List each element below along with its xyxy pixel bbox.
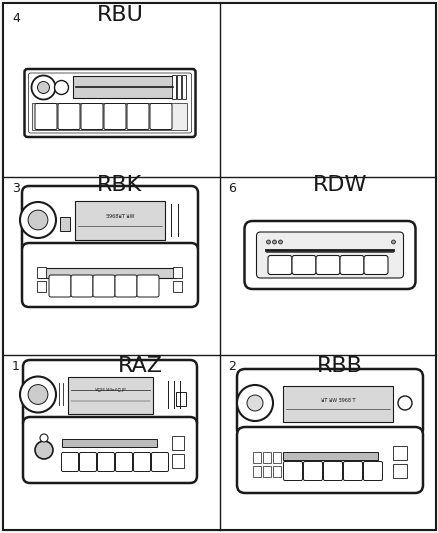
FancyBboxPatch shape <box>150 103 172 130</box>
FancyBboxPatch shape <box>127 103 148 130</box>
FancyBboxPatch shape <box>323 462 342 481</box>
Text: 1: 1 <box>12 360 20 373</box>
Bar <box>182 75 186 99</box>
FancyBboxPatch shape <box>151 453 168 472</box>
Ellipse shape <box>278 240 282 244</box>
Ellipse shape <box>20 376 56 413</box>
FancyBboxPatch shape <box>244 221 414 289</box>
Text: ꓤᗺIƎ ꓤƎᴎ∩Ꟗ JP: ꓤᗺIƎ ꓤƎᴎ∩Ꟗ JP <box>95 388 126 392</box>
FancyBboxPatch shape <box>237 427 422 493</box>
FancyBboxPatch shape <box>49 275 71 297</box>
Ellipse shape <box>28 210 48 230</box>
FancyBboxPatch shape <box>237 369 422 437</box>
Bar <box>252 452 261 463</box>
Bar <box>272 452 280 463</box>
Text: 3: 3 <box>12 182 20 195</box>
Text: RAZ: RAZ <box>117 356 162 376</box>
Bar <box>283 452 377 460</box>
Ellipse shape <box>28 385 48 405</box>
Text: RDW: RDW <box>312 175 367 195</box>
FancyBboxPatch shape <box>267 255 291 274</box>
Bar <box>392 446 406 460</box>
Bar <box>62 439 157 447</box>
Text: 6: 6 <box>227 182 235 195</box>
Bar <box>75 201 165 240</box>
Ellipse shape <box>266 240 270 244</box>
FancyBboxPatch shape <box>363 255 387 274</box>
Bar <box>262 466 270 477</box>
Bar <box>60 217 70 231</box>
Text: ꓤꓔ ꓤW Ǝ968 ꓔ: ꓤꓔ ꓤW Ǝ968 ꓔ <box>320 398 354 403</box>
Bar <box>252 466 261 477</box>
FancyBboxPatch shape <box>79 453 96 472</box>
Bar <box>172 75 176 99</box>
Ellipse shape <box>391 240 395 244</box>
Bar <box>32 103 187 130</box>
FancyBboxPatch shape <box>97 453 114 472</box>
Bar <box>73 76 176 98</box>
Bar <box>262 452 270 463</box>
FancyBboxPatch shape <box>71 275 93 297</box>
Text: RBB: RBB <box>316 356 362 376</box>
Bar <box>392 464 406 478</box>
Text: 4: 4 <box>12 12 20 25</box>
Text: RBU: RBU <box>96 5 143 25</box>
FancyBboxPatch shape <box>339 255 363 274</box>
FancyBboxPatch shape <box>137 275 159 297</box>
Bar <box>68 377 153 414</box>
FancyBboxPatch shape <box>343 462 362 481</box>
FancyBboxPatch shape <box>22 186 198 254</box>
FancyBboxPatch shape <box>22 243 198 307</box>
Bar <box>172 454 184 468</box>
Bar <box>173 281 182 292</box>
FancyBboxPatch shape <box>104 103 126 130</box>
FancyBboxPatch shape <box>256 232 403 278</box>
Ellipse shape <box>37 82 49 93</box>
FancyBboxPatch shape <box>303 462 322 481</box>
FancyBboxPatch shape <box>23 360 197 429</box>
Bar <box>37 267 46 278</box>
FancyBboxPatch shape <box>81 103 103 130</box>
Ellipse shape <box>272 240 276 244</box>
FancyBboxPatch shape <box>315 255 339 274</box>
Ellipse shape <box>247 395 262 411</box>
Text: RBK: RBK <box>97 175 142 195</box>
Bar <box>177 75 181 99</box>
FancyBboxPatch shape <box>115 453 132 472</box>
Ellipse shape <box>54 80 68 94</box>
FancyBboxPatch shape <box>58 103 80 130</box>
FancyBboxPatch shape <box>93 275 115 297</box>
FancyBboxPatch shape <box>35 103 57 130</box>
FancyBboxPatch shape <box>363 462 381 481</box>
Ellipse shape <box>35 441 53 459</box>
FancyBboxPatch shape <box>133 453 150 472</box>
FancyBboxPatch shape <box>291 255 315 274</box>
FancyBboxPatch shape <box>25 69 195 137</box>
Ellipse shape <box>40 434 48 442</box>
Bar <box>272 466 280 477</box>
Ellipse shape <box>397 396 411 410</box>
FancyBboxPatch shape <box>61 453 78 472</box>
Bar <box>39 268 176 278</box>
Text: Ǝ968ꓤꓔ ꓤW: Ǝ968ꓤꓔ ꓤW <box>106 214 134 219</box>
FancyBboxPatch shape <box>115 275 137 297</box>
Bar <box>173 267 182 278</box>
Text: 2: 2 <box>227 360 235 373</box>
Ellipse shape <box>32 76 55 100</box>
Bar <box>37 281 46 292</box>
Bar <box>176 392 186 406</box>
FancyBboxPatch shape <box>23 417 197 483</box>
Ellipse shape <box>20 202 56 238</box>
Bar <box>172 436 184 450</box>
FancyBboxPatch shape <box>283 462 302 481</box>
Ellipse shape <box>237 385 272 421</box>
Bar <box>283 386 392 422</box>
